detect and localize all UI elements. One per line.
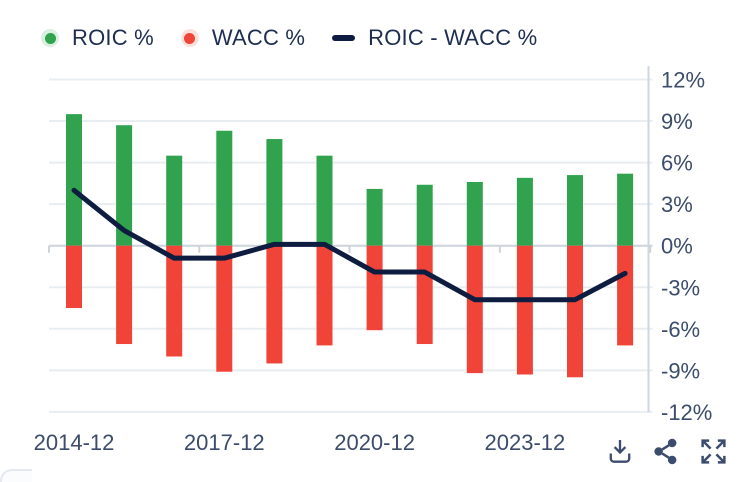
- roic-bar: [416, 184, 433, 246]
- y-axis-label: -3%: [661, 275, 700, 300]
- roic-bar: [66, 114, 82, 246]
- y-axis-label: 12%: [661, 68, 705, 93]
- roic-minus-wacc-line-icon: [332, 35, 356, 41]
- download-button[interactable]: [606, 436, 634, 468]
- roic-bar: [216, 130, 233, 246]
- roic-bar: [516, 177, 533, 246]
- roic-bar: [166, 155, 183, 246]
- share-button[interactable]: [651, 436, 680, 467]
- y-axis-label: 0%: [661, 234, 693, 259]
- legend-item-wacc[interactable]: WACC %: [180, 25, 306, 51]
- roic-bar: [366, 188, 383, 246]
- roic-bar: [466, 181, 483, 246]
- roic-bars: [66, 114, 634, 246]
- grid-lines: [49, 78, 653, 413]
- wacc-bar: [66, 245, 82, 309]
- wacc-bar: [516, 245, 533, 375]
- legend-label-wacc: WACC %: [211, 25, 306, 50]
- wacc-bar: [617, 245, 634, 346]
- chart-legend: ROIC % WACC % ROIC - WACC %: [41, 25, 537, 51]
- x-axis-label: 2020-12: [334, 430, 415, 455]
- wacc-bar: [366, 245, 383, 331]
- wacc-bar: [266, 245, 283, 364]
- wacc-bars: [66, 245, 634, 378]
- roic-bar: [316, 155, 333, 246]
- roic-minus-wacc-line: [71, 187, 628, 303]
- y-axis-labels: 12% 9% 6% 3% 0% -3% -6% -9% -12%: [661, 68, 712, 425]
- wacc-bar: [567, 245, 583, 378]
- download-icon: [609, 439, 631, 463]
- roic-bar: [116, 125, 133, 246]
- background-card-corner: [0, 469, 32, 482]
- y-axis-label: -6%: [661, 317, 700, 342]
- legend-item-roic-minus-wacc[interactable]: ROIC - WACC %: [332, 25, 537, 51]
- wacc-bar: [116, 245, 133, 345]
- chart-toolbar: [606, 435, 730, 468]
- x-axis-label: 2014-12: [34, 430, 115, 455]
- y-axis-label: -12%: [661, 400, 712, 425]
- roic-bar: [567, 175, 583, 246]
- wacc-bar: [316, 245, 333, 346]
- y-axis-label: -9%: [661, 358, 700, 383]
- fullscreen-icon: [701, 439, 726, 464]
- wacc-bar: [466, 245, 483, 374]
- x-axis-label: 2017-12: [184, 430, 265, 455]
- roic-bar: [617, 173, 634, 246]
- wacc-bar: [416, 245, 433, 345]
- y-axis-label: 3%: [661, 192, 693, 217]
- wacc-bar: [216, 245, 233, 372]
- wacc-bar: [166, 245, 183, 357]
- x-axis-ticks: [47, 245, 652, 253]
- wacc-dot-icon: [180, 29, 199, 47]
- x-axis-label: 2023-12: [485, 430, 566, 455]
- legend-label-roic: ROIC %: [72, 25, 154, 50]
- share-icon: [654, 438, 677, 465]
- roic-bar: [266, 139, 283, 246]
- x-axis-labels: 2014-12 2017-12 2020-12 2023-12: [34, 430, 566, 455]
- y-axis-label: 9%: [661, 109, 693, 134]
- fullscreen-button[interactable]: [697, 435, 730, 468]
- roic-dot-icon: [41, 29, 59, 47]
- y-axis-label: 6%: [661, 151, 693, 176]
- legend-label-roic-minus-wacc: ROIC - WACC %: [368, 25, 538, 50]
- legend-item-roic[interactable]: ROIC %: [41, 25, 154, 51]
